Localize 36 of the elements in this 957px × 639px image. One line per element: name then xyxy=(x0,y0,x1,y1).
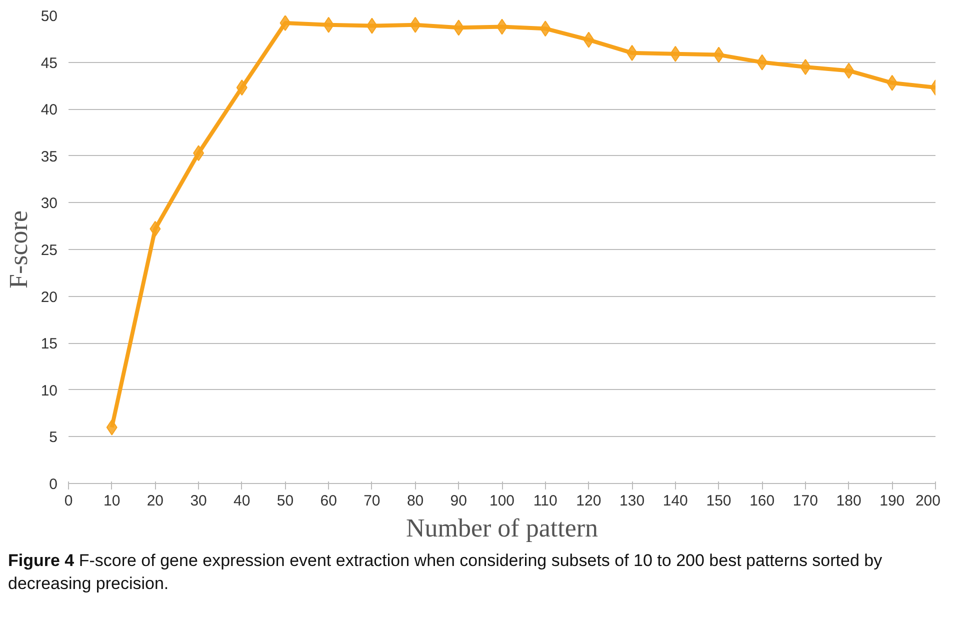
x-tick-label: 50 xyxy=(276,492,294,510)
y-tick-label: 0 xyxy=(49,476,58,493)
x-tick-label: 10 xyxy=(104,492,120,510)
x-tick-label: 40 xyxy=(234,492,250,510)
x-tick-label: 160 xyxy=(750,492,775,510)
y-tick-label: 50 xyxy=(40,8,58,25)
y-tick-label: 45 xyxy=(40,54,58,72)
x-tick-label: 190 xyxy=(880,492,905,510)
x-tick-label: 170 xyxy=(792,492,818,510)
x-tick-label: 200 xyxy=(915,492,941,510)
x-tick-label: 70 xyxy=(364,492,380,510)
x-tick-label: 60 xyxy=(320,492,337,510)
x-tick-label: 100 xyxy=(489,492,515,510)
y-tick-label: 5 xyxy=(49,429,58,446)
x-tick-label: 20 xyxy=(146,492,164,510)
y-axis-title: F-score xyxy=(4,210,33,288)
caption: Figure 4 xyxy=(8,551,74,570)
x-tick-label: 180 xyxy=(836,492,862,510)
x-axis-title: Number of pattern xyxy=(406,514,598,542)
y-tick-label: 30 xyxy=(40,195,58,212)
y-tick-label: 20 xyxy=(40,288,58,306)
x-tick-label: 150 xyxy=(706,492,732,510)
y-tick-label: 15 xyxy=(40,336,58,353)
x-tick-label: 80 xyxy=(406,492,424,510)
y-tick-label: 25 xyxy=(40,242,58,259)
x-tick-label: 130 xyxy=(620,492,645,510)
x-tick-label: 0 xyxy=(64,492,73,510)
x-tick-label: 110 xyxy=(533,492,558,510)
x-tick-label: 140 xyxy=(662,492,688,510)
y-tick-label: 35 xyxy=(40,148,58,166)
y-tick-label: 10 xyxy=(40,382,58,400)
x-tick-label: 30 xyxy=(190,492,207,510)
point xyxy=(280,16,291,31)
x-tick-label: 90 xyxy=(450,492,467,510)
x-tick-label: 120 xyxy=(576,492,602,510)
y-tick-label: 40 xyxy=(40,102,58,119)
